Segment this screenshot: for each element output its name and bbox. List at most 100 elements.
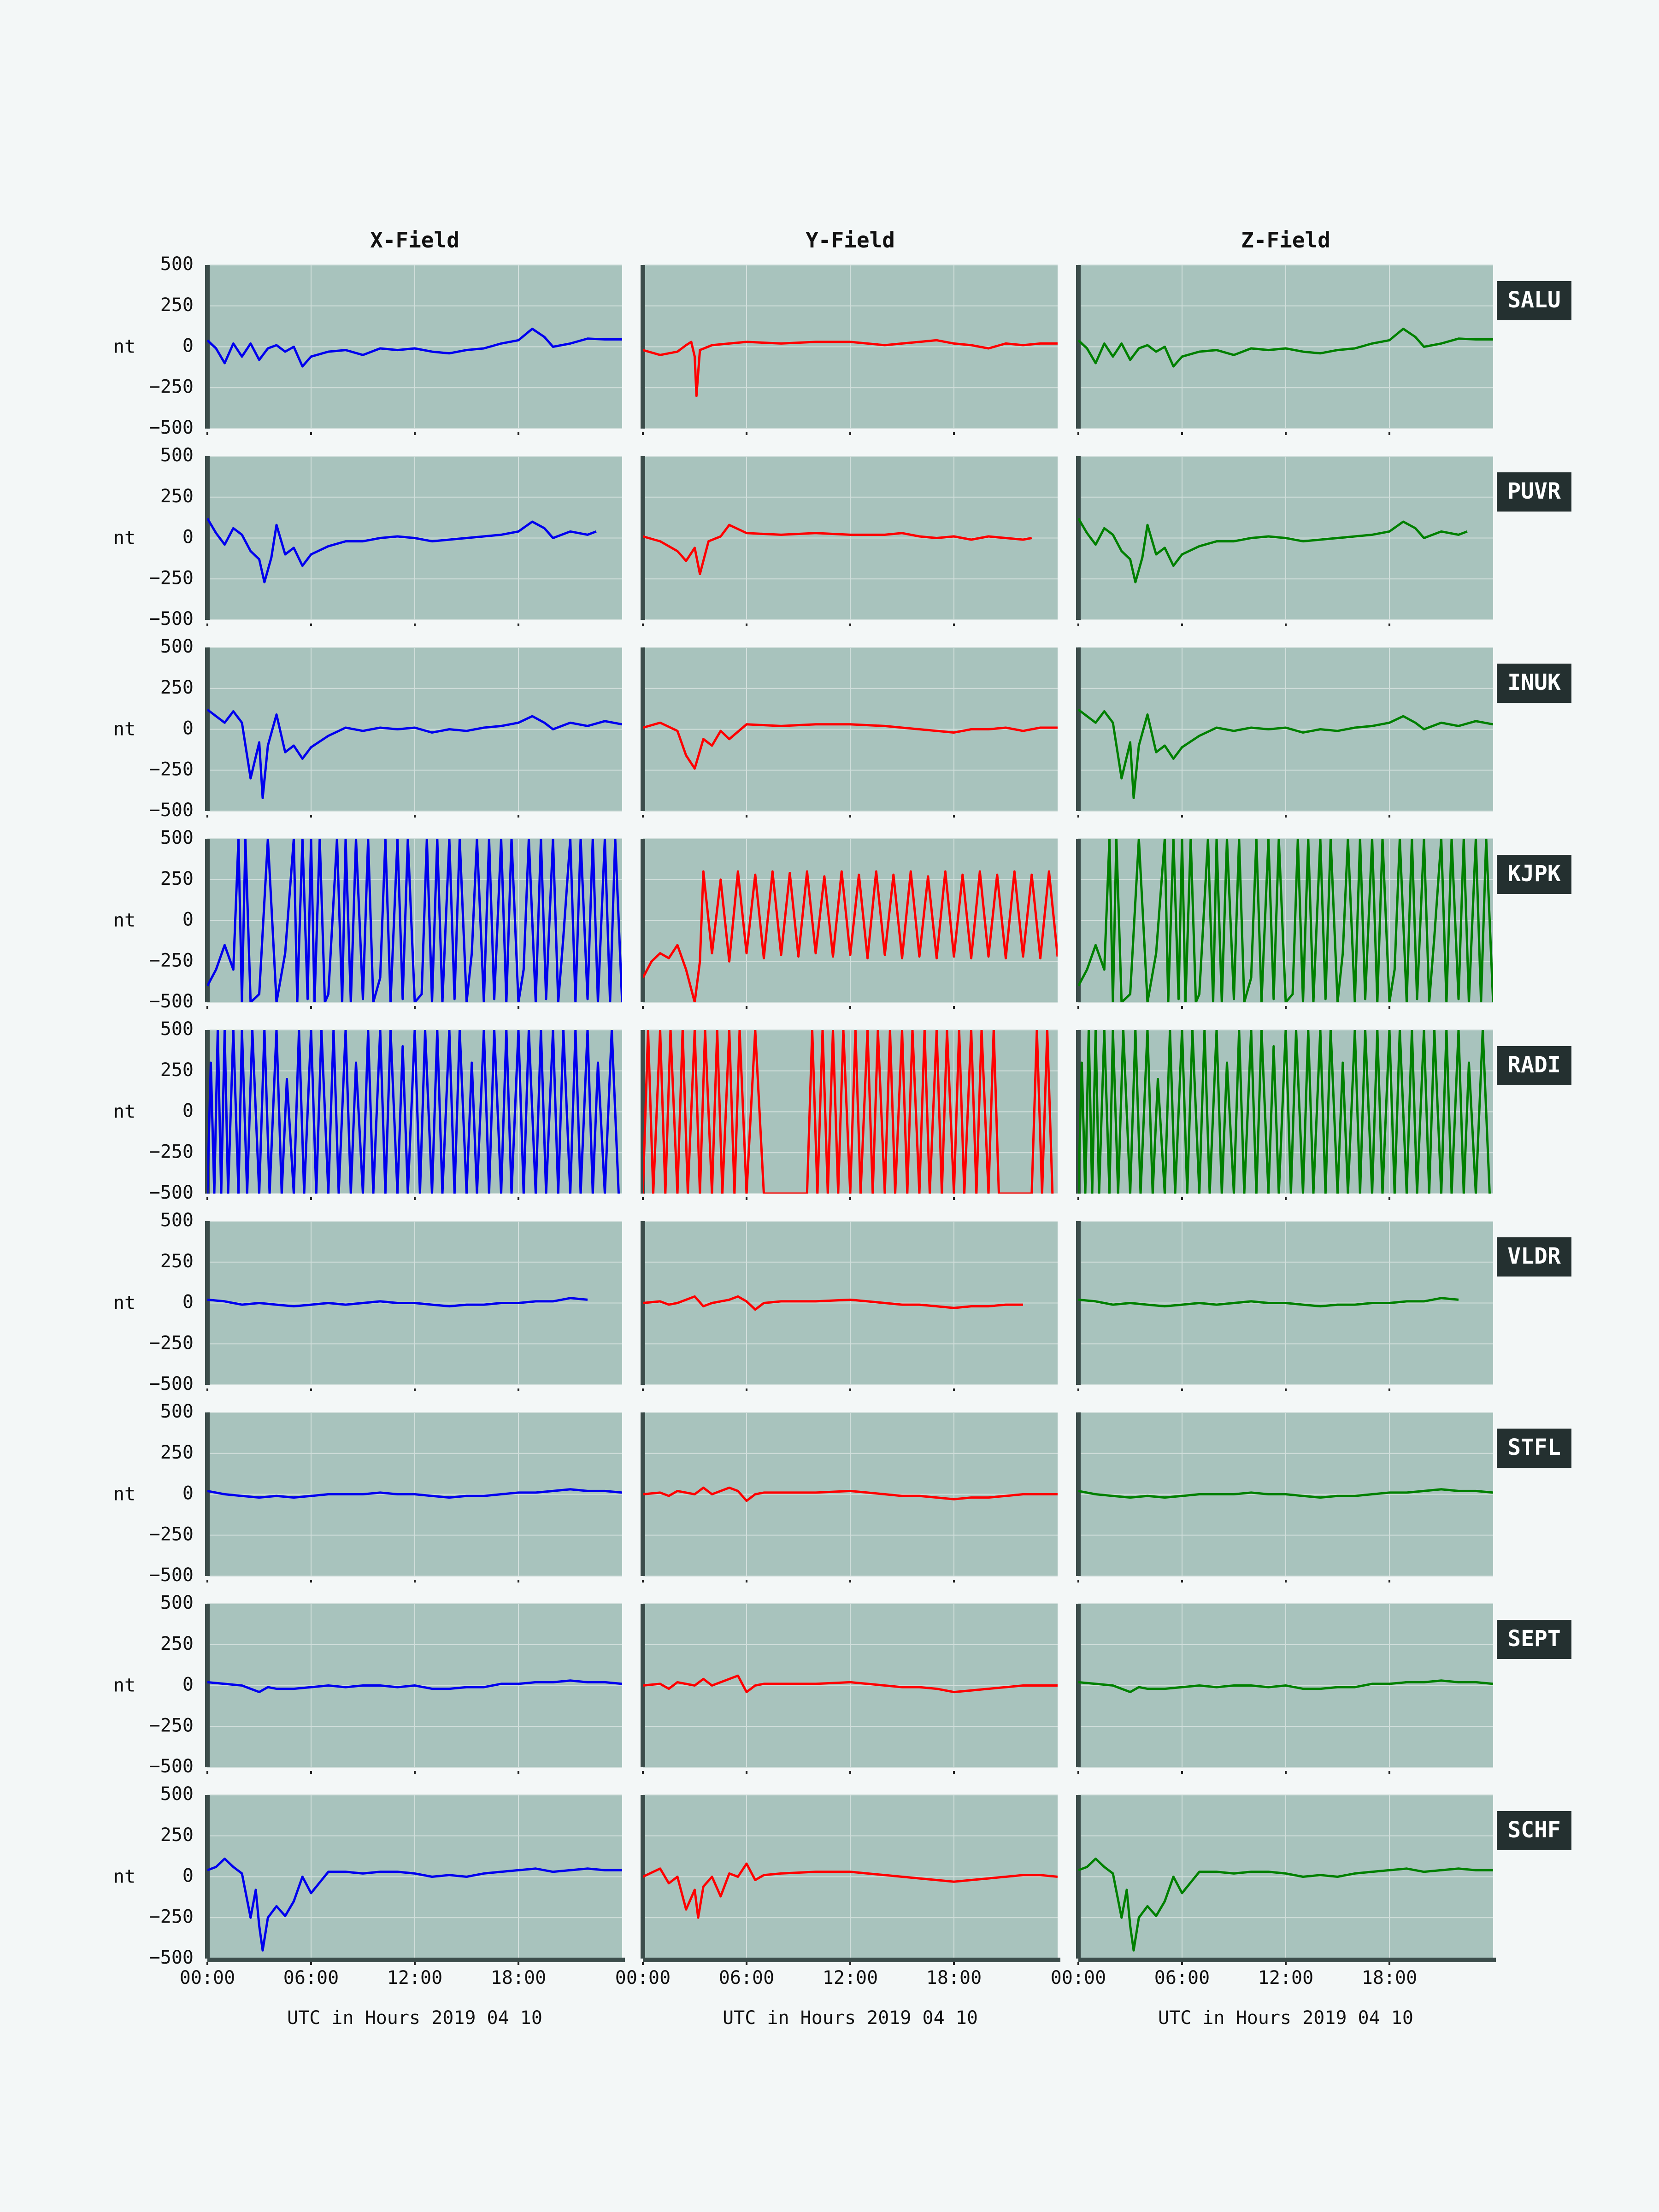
series-line-x-field xyxy=(207,839,622,1002)
x-tick-label: 06:00 xyxy=(283,1967,339,1988)
y-tick-label: 500 xyxy=(160,445,194,466)
panel-sept-z xyxy=(1076,1603,1493,1774)
station-label-bg xyxy=(1497,1046,1571,1085)
series-line-z-field xyxy=(1078,518,1468,583)
y-tick-label: −500 xyxy=(149,800,194,821)
panel-vldr-y xyxy=(641,1221,1058,1391)
y-axis-unit-stfl: nt xyxy=(113,1484,135,1505)
station-label-bg xyxy=(1497,281,1571,320)
panel-vldr-x xyxy=(205,1221,622,1391)
y-tick-label: −250 xyxy=(149,376,194,397)
series-line-z-field xyxy=(1078,708,1493,800)
column-title-z-field: Z-Field xyxy=(1241,228,1330,253)
x-tick-label: 18:00 xyxy=(491,1967,546,1988)
series-line-z-field xyxy=(1078,839,1493,1002)
y-tick-label: 250 xyxy=(160,868,194,889)
panel-radi-x xyxy=(205,1030,622,1200)
y-tick-label: −250 xyxy=(149,1332,194,1353)
series-line-x-field xyxy=(207,1488,622,1499)
y-tick-label: −250 xyxy=(149,759,194,780)
series-line-y-field xyxy=(643,1486,1058,1502)
y-tick-label: 250 xyxy=(160,294,194,316)
series-line-z-field xyxy=(1078,1030,1491,1194)
station-label-puvr: PUVR xyxy=(1507,478,1561,504)
panel-schf-x xyxy=(205,1794,622,1965)
panel-kjpk-x xyxy=(205,838,622,1009)
panel-radi-z xyxy=(1076,1030,1493,1200)
panel-kjpk-z xyxy=(1076,838,1493,1009)
y-tick-label: 250 xyxy=(160,677,194,698)
y-tick-label: −250 xyxy=(149,1715,194,1736)
y-tick-label: −250 xyxy=(149,1524,194,1545)
station-label-radi: RADI xyxy=(1507,1052,1561,1078)
y-tick-label: −250 xyxy=(149,1906,194,1927)
y-tick-label: 0 xyxy=(182,909,194,930)
x-tick-label: 12:00 xyxy=(823,1967,878,1988)
panel-radi-y xyxy=(641,1030,1058,1200)
series-line-y-field xyxy=(643,1862,1058,1919)
station-label-inuk: INUK xyxy=(1507,670,1561,695)
series-line-y-field xyxy=(643,1295,1023,1311)
y-tick-label: 250 xyxy=(160,1251,194,1272)
series-line-x-field xyxy=(207,518,597,583)
x-axis-label-y-field: UTC in Hours 2019 04 10 xyxy=(723,2007,978,2029)
x-tick-label: 00:00 xyxy=(615,1967,671,1988)
y-axis-unit-sept: nt xyxy=(113,1675,135,1696)
panel-kjpk-y xyxy=(641,838,1058,1009)
y-tick-label: 500 xyxy=(160,1783,194,1805)
y-tick-label: 250 xyxy=(160,1059,194,1081)
series-line-y-field xyxy=(643,339,1058,397)
station-label-bg xyxy=(1497,664,1571,703)
x-tick-label: 12:00 xyxy=(387,1967,442,1988)
panel-inuk-x xyxy=(205,647,622,818)
y-tick-label: 500 xyxy=(160,1592,194,1613)
x-tick-label: 12:00 xyxy=(1258,1967,1313,1988)
y-tick-label: 0 xyxy=(182,527,194,548)
panel-puvr-z xyxy=(1076,456,1493,626)
station-label-bg xyxy=(1497,855,1571,894)
station-label-bg xyxy=(1497,472,1571,512)
station-label-bg xyxy=(1497,1620,1571,1659)
x-axis-label-x-field: UTC in Hours 2019 04 10 xyxy=(287,2007,542,2029)
series-line-z-field xyxy=(1078,1679,1493,1694)
panel-puvr-x xyxy=(205,456,622,626)
y-tick-label: 500 xyxy=(160,1210,194,1231)
series-line-z-field xyxy=(1078,1488,1493,1499)
panel-inuk-z xyxy=(1076,647,1493,818)
y-tick-label: 0 xyxy=(182,718,194,739)
series-line-z-field xyxy=(1078,1857,1493,1952)
y-tick-label: 0 xyxy=(182,1483,194,1504)
x-tick-label: 00:00 xyxy=(1051,1967,1106,1988)
y-axis-unit-radi: nt xyxy=(113,1101,135,1123)
panel-stfl-x xyxy=(205,1412,622,1583)
column-title-y-field: Y-Field xyxy=(806,228,895,253)
y-axis-unit-puvr: nt xyxy=(113,528,135,549)
series-line-x-field xyxy=(207,1297,588,1308)
y-tick-label: 500 xyxy=(160,1018,194,1040)
panel-puvr-y xyxy=(641,456,1058,626)
y-tick-label: 500 xyxy=(160,253,194,275)
series-line-x-field xyxy=(207,1030,620,1194)
panel-stfl-z xyxy=(1076,1412,1493,1583)
y-tick-label: −250 xyxy=(149,1141,194,1162)
y-tick-label: 500 xyxy=(160,1401,194,1422)
panel-sept-x xyxy=(205,1603,622,1774)
x-tick-label: 06:00 xyxy=(719,1967,774,1988)
y-tick-label: 250 xyxy=(160,1633,194,1654)
station-label-sept: SEPT xyxy=(1507,1626,1561,1652)
panel-inuk-y xyxy=(641,647,1058,818)
station-label-bg xyxy=(1497,1429,1571,1468)
x-tick-label: 00:00 xyxy=(180,1967,235,1988)
y-axis-unit-vldr: nt xyxy=(113,1293,135,1314)
y-axis-unit-schf: nt xyxy=(113,1866,135,1888)
y-tick-label: −500 xyxy=(149,991,194,1012)
panel-stfl-y xyxy=(641,1412,1058,1583)
series-line-x-field xyxy=(207,1679,622,1694)
panel-salu-x xyxy=(205,265,622,435)
y-tick-label: 0 xyxy=(182,1100,194,1122)
series-line-y-field xyxy=(643,524,1032,576)
panel-sept-y xyxy=(641,1603,1058,1774)
y-tick-label: 0 xyxy=(182,1292,194,1313)
y-tick-label: 250 xyxy=(160,1824,194,1846)
series-line-z-field xyxy=(1078,1297,1459,1308)
